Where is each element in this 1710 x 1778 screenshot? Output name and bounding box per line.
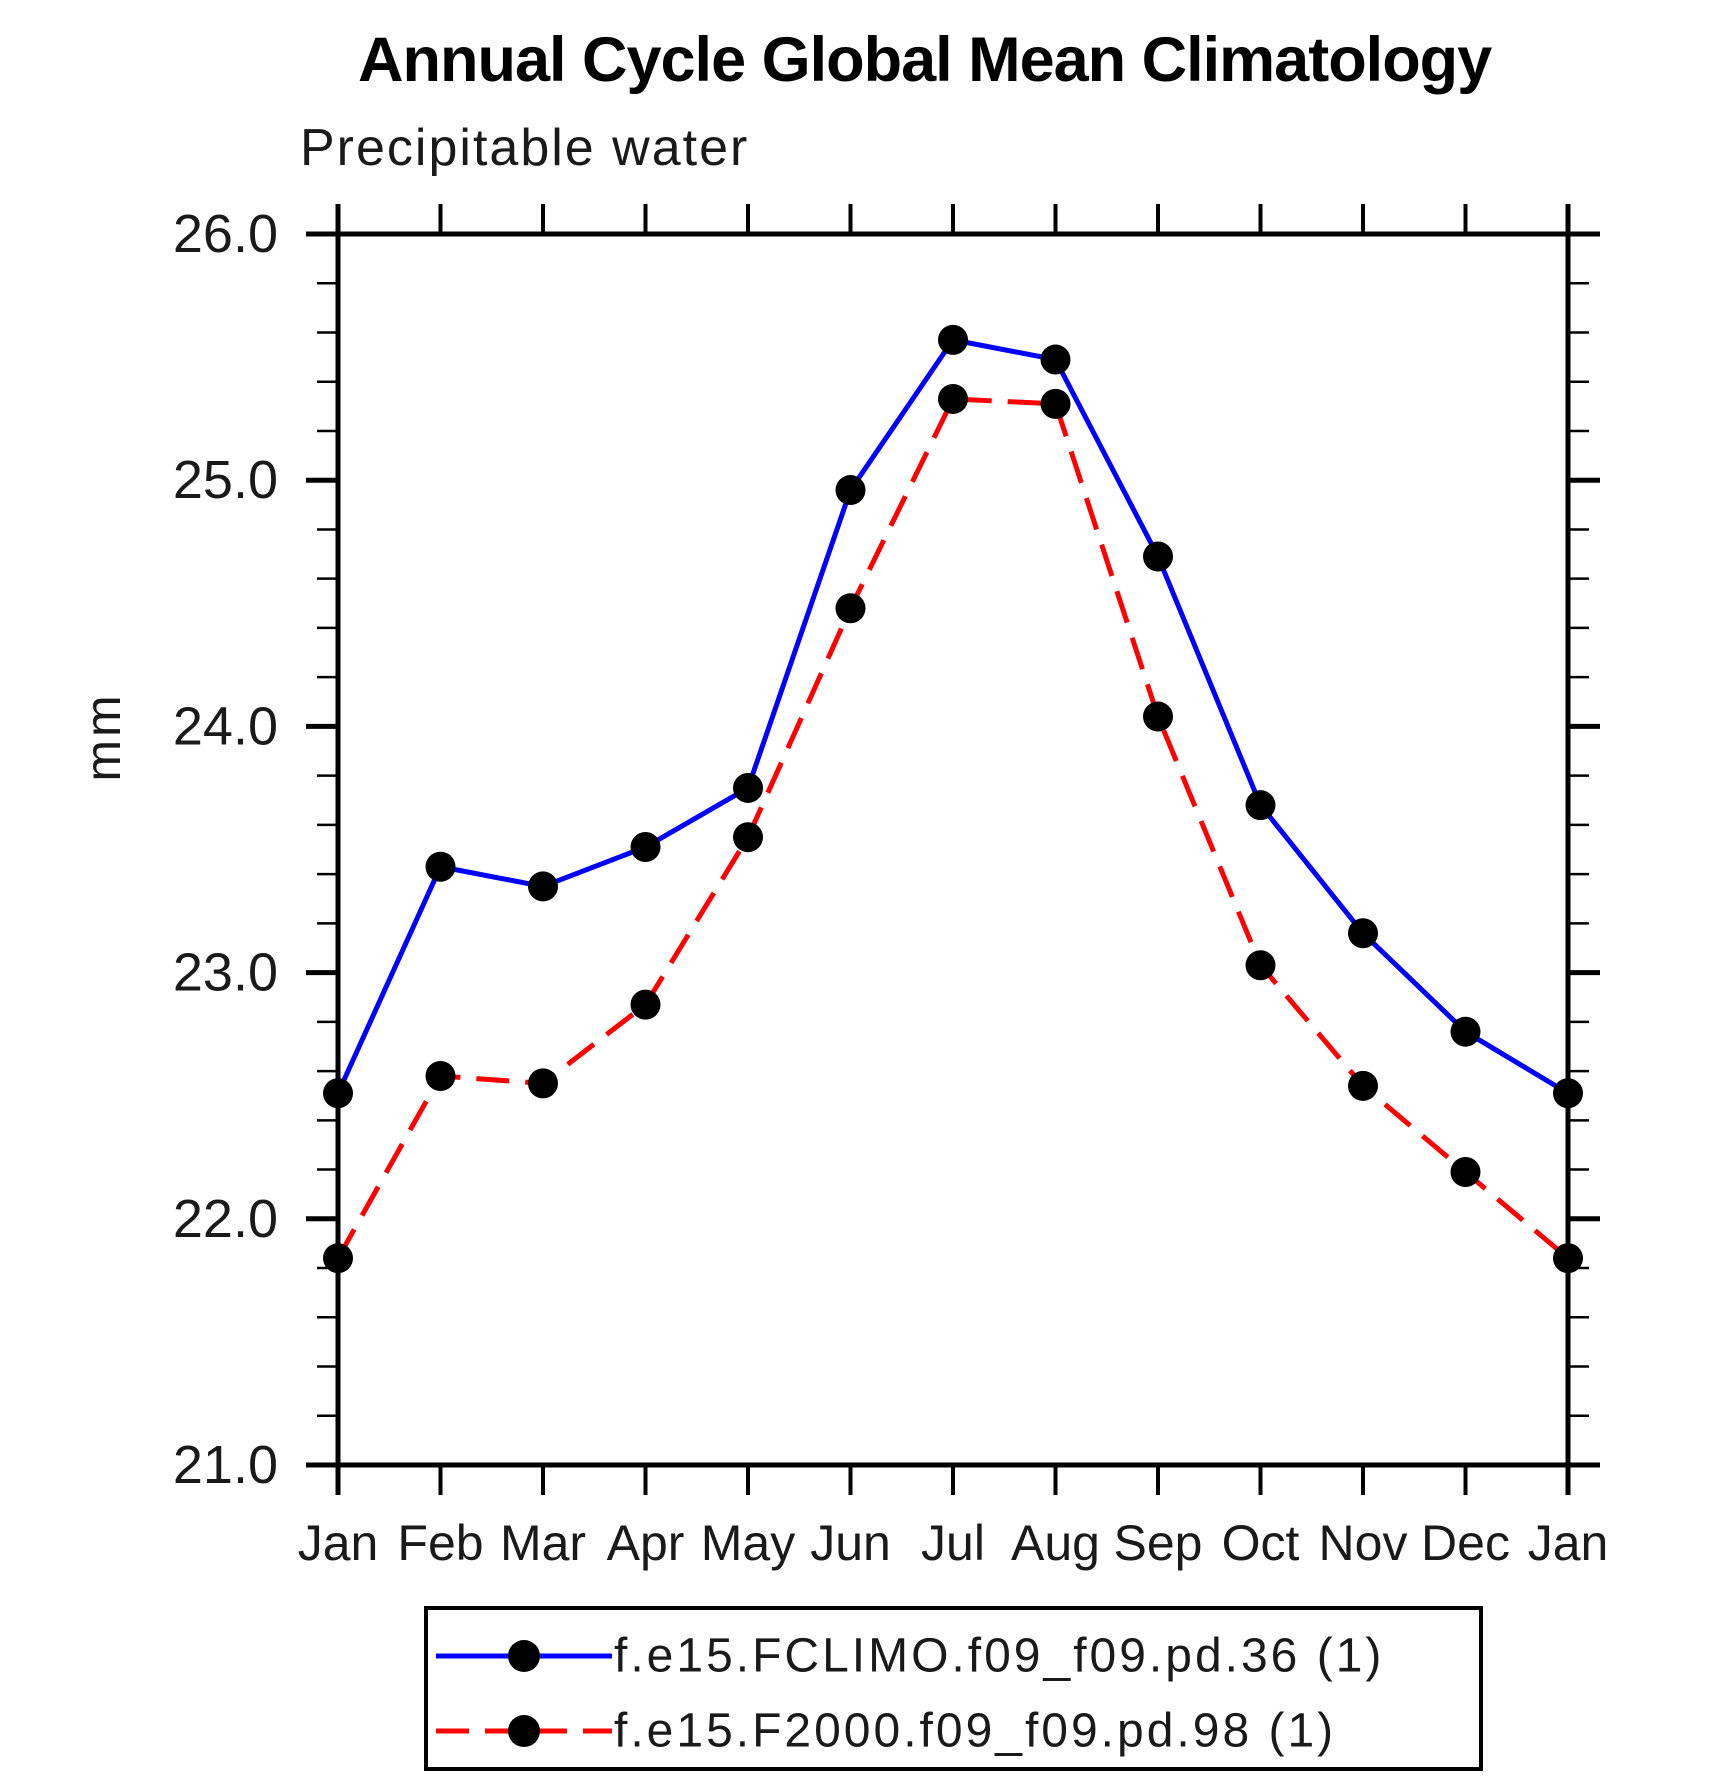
data-point-marker bbox=[1245, 950, 1276, 981]
data-point-marker bbox=[528, 871, 558, 902]
y-tick-label: 25.0 bbox=[173, 450, 278, 510]
x-tick-label: Nov bbox=[1319, 1515, 1408, 1571]
y-tick-label: 23.0 bbox=[173, 943, 278, 1003]
legend-marker-dot bbox=[508, 1640, 540, 1672]
series-line-0 bbox=[335, 337, 1570, 1096]
data-point-marker bbox=[733, 822, 763, 853]
legend-line-sample bbox=[436, 1715, 612, 1747]
x-tick-label: Mar bbox=[500, 1515, 586, 1571]
data-point-marker bbox=[425, 851, 456, 882]
x-tick-label: May bbox=[701, 1515, 795, 1571]
x-tick-label: Dec bbox=[1421, 1515, 1510, 1571]
x-tick-label: Feb bbox=[397, 1515, 483, 1571]
data-point-marker bbox=[630, 989, 661, 1020]
y-tick-label: 22.0 bbox=[173, 1189, 278, 1249]
data-point-marker bbox=[1143, 541, 1173, 572]
data-point-marker bbox=[1040, 344, 1071, 375]
data-point-marker bbox=[1143, 701, 1173, 732]
data-point-marker bbox=[1348, 918, 1378, 949]
data-point-marker bbox=[1553, 1078, 1583, 1109]
data-point-marker bbox=[425, 1061, 456, 1092]
data-point-marker bbox=[1553, 1243, 1583, 1274]
data-point-marker bbox=[323, 1243, 353, 1274]
legend-item-0: f.e15.FCLIMO.f09_f09.pd.36 (1) bbox=[428, 1630, 1479, 1683]
data-point-marker bbox=[1450, 1157, 1481, 1188]
data-point-marker bbox=[938, 324, 968, 355]
series-line-1 bbox=[335, 396, 1570, 1261]
x-tick-label: Jul bbox=[921, 1515, 985, 1571]
legend-marker-dot bbox=[508, 1715, 540, 1747]
data-point-marker bbox=[1348, 1070, 1378, 1101]
legend-line-sample bbox=[436, 1640, 612, 1672]
y-tick-label: 24.0 bbox=[173, 696, 278, 756]
data-point-marker bbox=[1040, 388, 1071, 419]
data-point-marker bbox=[1245, 790, 1276, 821]
chart-title: Annual Cycle Global Mean Climatology bbox=[358, 25, 1492, 95]
x-tick-label: Jan bbox=[298, 1515, 379, 1571]
x-tick-label: Sep bbox=[1114, 1515, 1203, 1571]
x-tick-label: Jan bbox=[1528, 1515, 1609, 1571]
data-point-marker bbox=[1450, 1016, 1481, 1047]
x-tick-label: Apr bbox=[607, 1515, 685, 1571]
y-tick-label: 26.0 bbox=[173, 204, 278, 264]
y-tick-label: 21.0 bbox=[173, 1435, 278, 1495]
data-point-marker bbox=[835, 475, 866, 506]
data-point-marker bbox=[733, 772, 763, 803]
legend-item-1: f.e15.F2000.f09_f09.pd.98 (1) bbox=[428, 1705, 1479, 1758]
x-tick-label: Aug bbox=[1011, 1515, 1100, 1571]
x-tick-label: Jun bbox=[810, 1515, 891, 1571]
data-point-marker bbox=[323, 1078, 353, 1109]
legend-label-0: f.e15.FCLIMO.f09_f09.pd.36 (1) bbox=[614, 1629, 1385, 1683]
legend-label-1: f.e15.F2000.f09_f09.pd.98 (1) bbox=[614, 1704, 1337, 1758]
data-point-marker bbox=[528, 1068, 558, 1099]
data-point-marker bbox=[630, 832, 661, 863]
x-tick-label: Oct bbox=[1222, 1515, 1300, 1571]
data-point-marker bbox=[938, 383, 968, 414]
legend: f.e15.FCLIMO.f09_f09.pd.36 (1) f.e15.F200… bbox=[424, 1606, 1483, 1771]
data-point-marker bbox=[835, 593, 866, 624]
chart-subtitle: Precipitable water bbox=[300, 119, 750, 177]
